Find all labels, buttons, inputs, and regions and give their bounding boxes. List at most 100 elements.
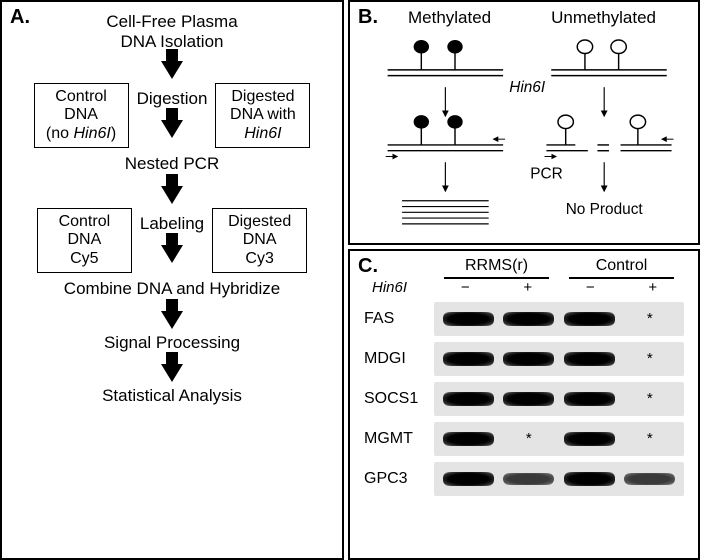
panel-c-body: RRMS(r) Control Hin6I − + − + FAS* MDGI* S… xyxy=(350,251,698,502)
stats-step: Statistical Analysis xyxy=(102,386,242,406)
c-group-row: RRMS(r) Control xyxy=(434,257,684,279)
gel-band xyxy=(564,392,615,406)
gel-row: MGMT** xyxy=(364,422,684,456)
dig-line1: Digested xyxy=(231,88,294,105)
gel-band xyxy=(443,472,494,486)
ctrl-line2: DNA xyxy=(64,106,98,123)
asterisk-icon: * xyxy=(647,310,653,327)
nested-pcr: Nested PCR xyxy=(125,154,219,174)
gel-lanes: * xyxy=(434,342,684,376)
plus1: + xyxy=(497,279,560,296)
gel-lane: * xyxy=(499,427,560,451)
gel-lane xyxy=(499,387,560,411)
combine-step: Combine DNA and Hybridize xyxy=(64,279,280,299)
digestion-label: Digestion xyxy=(137,89,208,109)
unmethylated-label: Unmethylated xyxy=(551,8,656,28)
gel-lane xyxy=(499,307,560,331)
gene-label: GPC3 xyxy=(364,470,434,488)
gel-lane: * xyxy=(620,427,681,451)
group1-label: RRMS(r) xyxy=(465,257,528,276)
gel-lane xyxy=(499,467,560,491)
arrow-icon xyxy=(161,120,183,138)
ctrl-line1: Control xyxy=(55,88,107,105)
asterisk-icon: * xyxy=(647,350,653,367)
gel-row: GPC3 xyxy=(364,462,684,496)
gel-lanes: ** xyxy=(434,422,684,456)
gel-band xyxy=(564,352,615,366)
panel-b-headers: Methylated Unmethylated xyxy=(378,8,686,28)
gel-band xyxy=(503,392,554,406)
gel-lane xyxy=(499,347,560,371)
gel-row: SOCS1 * xyxy=(364,382,684,416)
labeling-mid: Labeling xyxy=(140,214,204,268)
ctrl-line3: (no Hin6I) xyxy=(46,125,116,142)
gel-band-faint xyxy=(503,473,554,485)
panel-a-label: A. xyxy=(10,6,30,29)
dig-line3: Hin6I xyxy=(244,125,281,142)
gel-lanes: * xyxy=(434,382,684,416)
digestion-row: Control DNA (no Hin6I) Digestion Digeste… xyxy=(12,83,332,148)
plus-minus-row: − + − + xyxy=(434,279,684,296)
asterisk-icon: * xyxy=(526,430,532,447)
gel-lane: * xyxy=(620,307,681,331)
gel-lane xyxy=(620,467,681,491)
panel-b-diagram: Hin6I xyxy=(378,28,686,233)
gel-lane xyxy=(438,467,499,491)
group-rrms: RRMS(r) xyxy=(434,257,559,279)
panel-b-label: B. xyxy=(358,6,378,29)
arrow-icon xyxy=(161,186,183,204)
step-isolation: Cell-Free Plasma DNA Isolation xyxy=(106,12,237,51)
gel-lane xyxy=(559,387,620,411)
group2-label: Control xyxy=(596,257,648,276)
gel-lane: * xyxy=(620,387,681,411)
panel-b-body: Methylated Unmethylated xyxy=(350,2,698,243)
gel-lane xyxy=(559,427,620,451)
arrow-icon xyxy=(161,245,183,263)
signal-step: Signal Processing xyxy=(104,333,240,353)
right-column: B. Methylated Unmethylated xyxy=(348,0,700,560)
gene-label: MGMT xyxy=(364,430,434,448)
minus1: − xyxy=(434,279,497,296)
gene-label: SOCS1 xyxy=(364,390,434,408)
panel-c: C. RRMS(r) Control Hin6I − + − + xyxy=(348,249,700,560)
group-control: Control xyxy=(559,257,684,279)
gel-row: FAS* xyxy=(364,302,684,336)
minus2: − xyxy=(559,279,622,296)
hin6i-label: Hin6I xyxy=(509,79,546,96)
gel-lanes: * xyxy=(434,302,684,336)
gel-band xyxy=(564,312,615,326)
gel-band xyxy=(443,312,494,326)
gel-band xyxy=(443,352,494,366)
gel-rows: FAS*MDGI*SOCS1*MGMT**GPC3 xyxy=(364,302,684,496)
gel-band-faint xyxy=(624,473,675,485)
arrow-icon xyxy=(161,61,183,79)
gel-lane xyxy=(438,387,499,411)
methylated-label: Methylated xyxy=(408,8,491,28)
digestion-mid: Digestion xyxy=(137,89,208,143)
asterisk-icon: * xyxy=(647,430,653,447)
flowchart: Cell-Free Plasma DNA Isolation Control D… xyxy=(2,2,342,558)
gel-lane: * xyxy=(620,347,681,371)
gel-band xyxy=(443,392,494,406)
control-dna-box: Control DNA (no Hin6I) xyxy=(34,83,129,148)
hin6i-row: Hin6I − + − + xyxy=(364,279,684,296)
hin6i-c-label: Hin6I xyxy=(372,279,407,296)
plus2: + xyxy=(622,279,685,296)
gel-lanes xyxy=(434,462,684,496)
digested-dna-box: Digested DNA with Hin6I xyxy=(215,83,310,148)
gel-band xyxy=(443,432,494,446)
asterisk-icon: * xyxy=(647,390,653,407)
gel-lane xyxy=(559,307,620,331)
panel-a: A. Cell-Free Plasma DNA Isolation Contro… xyxy=(0,0,344,560)
gel-lane xyxy=(438,347,499,371)
gel-band xyxy=(564,472,615,486)
gel-band xyxy=(564,432,615,446)
dig-line2: DNA with xyxy=(230,106,296,123)
labeling-label: Labeling xyxy=(140,214,204,234)
gel-lane xyxy=(438,427,499,451)
digested-cy3-box: Digested DNA Cy3 xyxy=(212,208,307,273)
gel-band xyxy=(503,352,554,366)
pcr-label: PCR xyxy=(530,166,563,183)
gel-row: MDGI* xyxy=(364,342,684,376)
panel-b: B. Methylated Unmethylated xyxy=(348,0,700,245)
